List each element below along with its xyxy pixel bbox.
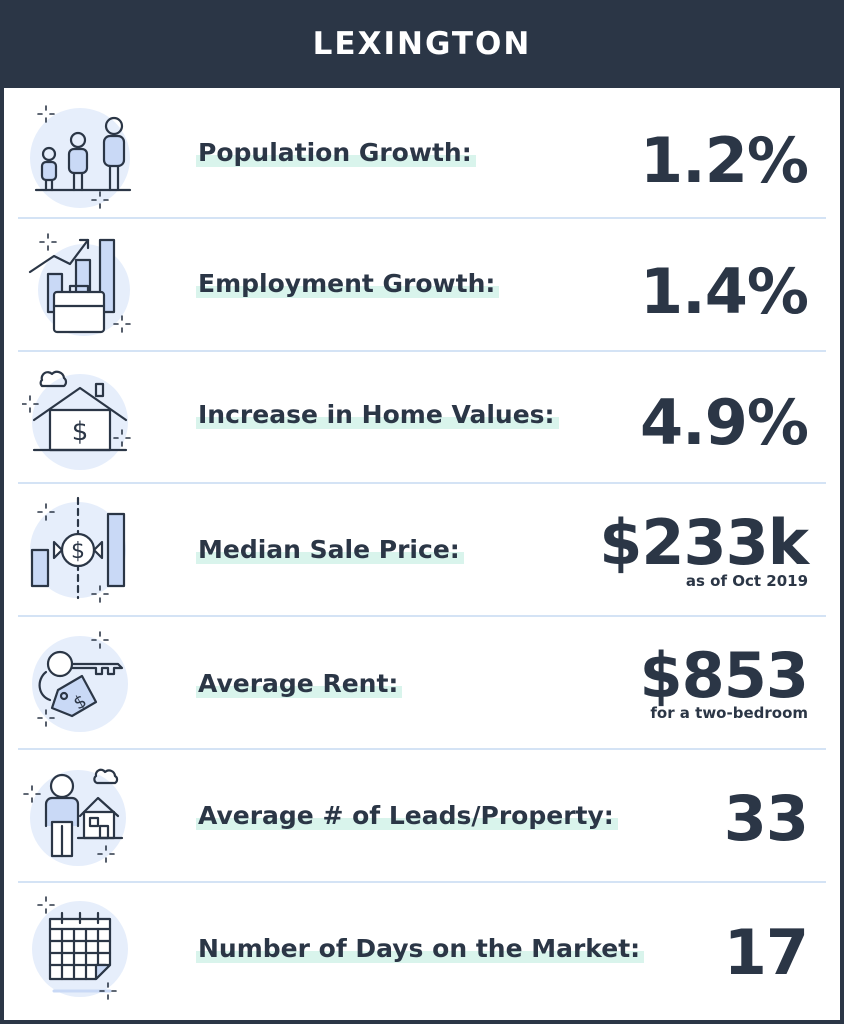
stat-value: 1.4% xyxy=(640,255,809,328)
stat-value: $233k xyxy=(599,506,809,579)
divider xyxy=(18,881,826,883)
stat-value: 33 xyxy=(723,782,809,855)
stat-value: $853 xyxy=(639,639,809,712)
divider xyxy=(18,350,826,352)
person-house-icon xyxy=(22,760,138,876)
stat-note: for a two-bedroom xyxy=(650,704,808,722)
stat-value: 1.2% xyxy=(640,124,809,197)
briefcase-chart-icon xyxy=(22,230,138,346)
divider xyxy=(18,217,826,219)
divider xyxy=(18,615,826,617)
key-tag-icon: $ xyxy=(22,626,138,742)
stat-label: Increase in Home Values: xyxy=(196,400,559,429)
stat-label: Number of Days on the Market: xyxy=(196,934,645,963)
stat-label: Population Growth: xyxy=(196,138,476,167)
calendar-icon xyxy=(22,893,138,1009)
bar-dollar-icon: $ xyxy=(22,494,138,610)
divider xyxy=(18,748,826,750)
family-icon xyxy=(22,100,138,216)
house-dollar-icon: $ xyxy=(21,362,138,478)
stat-value: 17 xyxy=(723,916,809,989)
stat-label: Median Sale Price: xyxy=(196,535,464,564)
svg-text:$: $ xyxy=(71,539,85,564)
header-bar: LEXINGTON xyxy=(0,0,844,88)
svg-text:$: $ xyxy=(72,417,89,447)
page-title: LEXINGTON xyxy=(312,26,532,62)
stat-label: Average # of Leads/Property: xyxy=(196,801,618,830)
divider xyxy=(18,482,826,484)
stat-label: Employment Growth: xyxy=(196,269,500,298)
stat-note: as of Oct 2019 xyxy=(685,572,808,590)
stat-value: 4.9% xyxy=(640,386,809,459)
stat-label: Average Rent: xyxy=(196,669,403,698)
